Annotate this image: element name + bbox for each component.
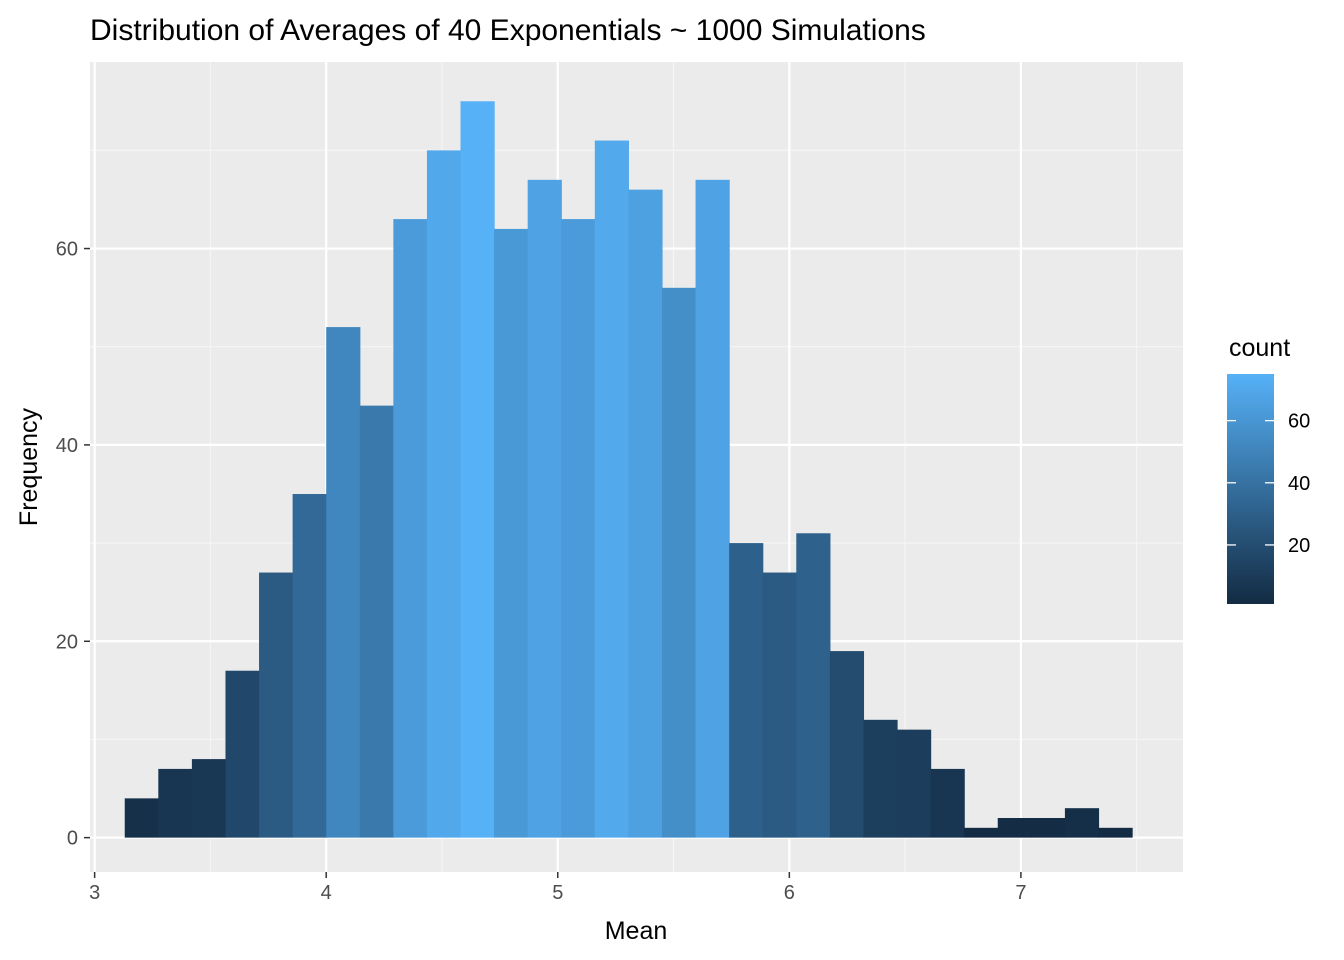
histogram-bar xyxy=(997,818,1032,838)
histogram-bar xyxy=(494,228,529,838)
histogram-bar xyxy=(628,189,663,838)
histogram-bar xyxy=(326,327,361,838)
histogram-bar xyxy=(393,219,428,838)
histogram-bar xyxy=(225,670,260,838)
x-tick-label: 6 xyxy=(784,882,795,904)
x-axis-title: Mean xyxy=(605,917,668,945)
legend-colorbar xyxy=(1227,374,1274,604)
histogram-bar xyxy=(292,494,327,838)
histogram-bar xyxy=(930,768,965,838)
legend: count 20 40 60 xyxy=(1227,334,1310,604)
histogram-bar xyxy=(124,798,159,838)
histogram-bar xyxy=(796,533,831,838)
histogram-bar xyxy=(1098,827,1133,838)
x-tick-label: 7 xyxy=(1015,882,1026,904)
y-tick-label: 0 xyxy=(67,828,78,850)
histogram-bar xyxy=(964,827,999,838)
x-tick-label: 5 xyxy=(552,882,563,904)
x-tick-label: 4 xyxy=(321,882,332,904)
histogram-bar xyxy=(191,759,227,838)
histogram-bars xyxy=(124,101,1133,838)
y-axis: 0 20 40 60 xyxy=(56,239,90,850)
x-tick-label: 3 xyxy=(89,882,100,904)
y-tick-label: 20 xyxy=(56,631,78,653)
y-axis-title: Frequency xyxy=(15,407,43,526)
histogram-bar xyxy=(158,768,193,838)
histogram-bar xyxy=(897,729,932,838)
histogram-bar xyxy=(661,287,697,838)
legend-ticks: 20 40 60 xyxy=(1227,411,1310,557)
histogram-bar xyxy=(594,140,629,838)
histogram-bar xyxy=(460,101,495,838)
histogram-bar xyxy=(426,150,462,838)
histogram-bar xyxy=(729,543,764,838)
legend-title: count xyxy=(1229,334,1290,362)
histogram-bar xyxy=(1031,818,1066,838)
y-tick-label: 60 xyxy=(56,239,78,261)
histogram-bar xyxy=(829,651,865,838)
histogram-bar xyxy=(259,572,294,838)
histogram-bar xyxy=(359,405,394,838)
legend-label: 20 xyxy=(1288,535,1310,557)
histogram-bar xyxy=(863,719,898,838)
legend-label: 60 xyxy=(1288,411,1310,433)
histogram-bar xyxy=(1064,808,1100,838)
x-axis: 3 4 5 6 7 xyxy=(89,872,1026,904)
histogram-bar xyxy=(695,179,730,838)
histogram-bar xyxy=(561,219,596,838)
y-tick-label: 40 xyxy=(56,435,78,457)
chart-title: Distribution of Averages of 40 Exponenti… xyxy=(90,14,926,47)
histogram-bar xyxy=(527,179,562,838)
histogram-bar xyxy=(762,572,797,838)
legend-label: 40 xyxy=(1288,473,1310,495)
